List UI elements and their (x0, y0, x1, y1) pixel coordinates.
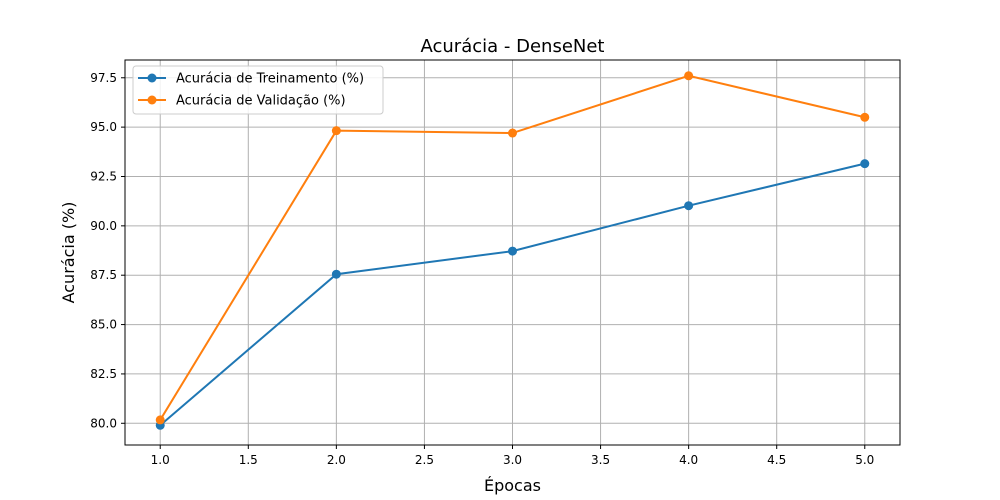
x-tick-label: 3.5 (591, 453, 610, 467)
x-tick-label: 2.0 (327, 453, 346, 467)
x-tick-label: 1.0 (151, 453, 170, 467)
legend-item: Acurácia de Treinamento (%) (138, 72, 364, 87)
y-tick-label: 87.5 (90, 268, 117, 282)
legend-item: Acurácia de Validação (%) (138, 94, 346, 109)
data-point (508, 246, 517, 256)
x-tick-label: 5.0 (855, 453, 874, 467)
y-tick-label: 92.5 (90, 169, 117, 183)
series-layer (155, 71, 870, 430)
x-tick-label: 4.5 (767, 453, 786, 467)
legend-label: Acurácia de Treinamento (%) (176, 72, 364, 87)
data-point (684, 201, 694, 211)
y-tick-label: 97.5 (90, 71, 117, 85)
data-point (860, 112, 870, 122)
y-tick-label: 85.0 (90, 318, 117, 332)
y-tick-label: 90.0 (90, 219, 117, 233)
data-point (331, 269, 341, 279)
x-axis-label: Épocas (484, 476, 541, 495)
y-tick-label: 80.0 (90, 416, 117, 430)
y-tick-label: 82.5 (90, 367, 117, 381)
y-axis-label: Acurácia (%) (59, 202, 78, 304)
legend-swatch-marker (147, 95, 157, 105)
ticks: 1.0 1.5 2.0 2.5 3.0 3.5 4.0 4.5 5.0 80.0 82.5 85.0 8… (90, 71, 874, 467)
series-2 (155, 71, 870, 425)
data-point (508, 128, 517, 138)
x-tick-label: 4.0 (679, 453, 698, 467)
data-point (684, 71, 694, 81)
data-point (155, 415, 165, 425)
y-tick-label: 95.0 (90, 120, 117, 134)
data-point (860, 159, 870, 169)
x-tick-label: 1.5 (239, 453, 258, 467)
x-tick-label: 3.0 (503, 453, 522, 467)
chart-title: Acurácia - DenseNet (421, 36, 605, 57)
grid (125, 60, 900, 445)
legend-swatch-marker (147, 73, 157, 83)
legend: Acurácia de Treinamento (%) Acurácia de V… (132, 65, 384, 115)
x-tick-label: 2.5 (415, 453, 434, 467)
data-point (331, 126, 341, 136)
legend-label: Acurácia de Validação (%) (176, 94, 346, 109)
legend-box (132, 65, 384, 115)
